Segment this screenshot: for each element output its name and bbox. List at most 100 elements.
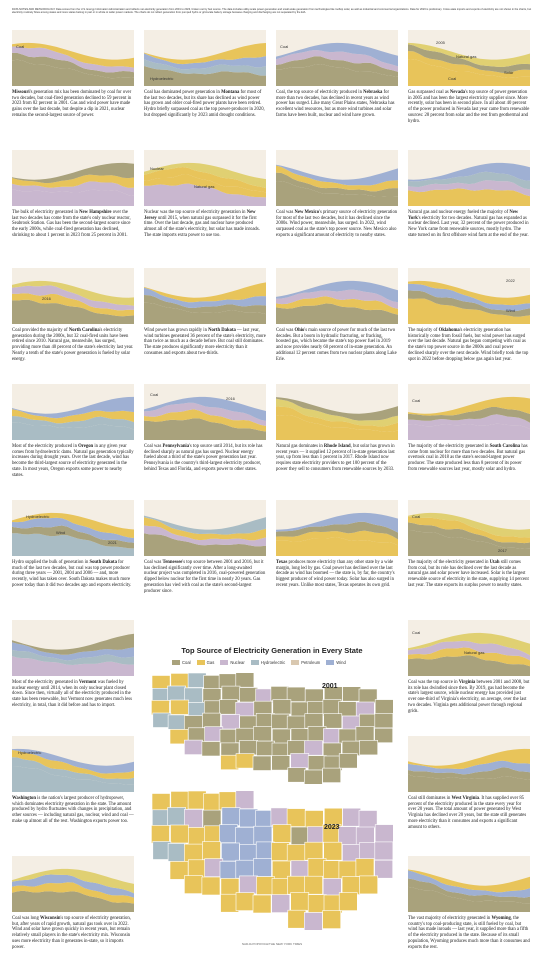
state-caption: Coal provided the majority of North Caro… bbox=[12, 328, 134, 362]
chart-label: 2021 bbox=[108, 540, 117, 545]
area-layer-nuclear bbox=[144, 183, 266, 206]
map-state-tile bbox=[355, 858, 375, 877]
map-state-tile bbox=[287, 909, 307, 929]
area-layer-solar bbox=[12, 280, 134, 306]
area-layer-hydro bbox=[12, 766, 134, 792]
state-generation-chart: 2016 bbox=[12, 268, 134, 324]
map-state-tile bbox=[374, 841, 394, 861]
area-layer-wind bbox=[276, 164, 398, 186]
map-state-tile bbox=[355, 726, 375, 742]
state-name: Oregon bbox=[78, 444, 94, 449]
area-layer-coal bbox=[276, 303, 398, 324]
area-layer-gas bbox=[144, 517, 266, 541]
map-state-tile bbox=[239, 808, 259, 828]
legend-label: Wind bbox=[336, 660, 346, 665]
map-state-tile bbox=[290, 860, 310, 879]
area-layer-gas bbox=[408, 298, 530, 324]
map-state-tile bbox=[304, 912, 323, 930]
area-layer-coal bbox=[276, 172, 398, 197]
area-layer-solar bbox=[408, 42, 530, 67]
state-caption: Natural gas dominates in Rhode Island, b… bbox=[276, 444, 395, 472]
area-layer-nuclear bbox=[408, 414, 530, 430]
area-layer-hydro bbox=[12, 757, 134, 785]
map-state-tile bbox=[323, 841, 343, 861]
state-name: Pennsylvania bbox=[162, 444, 190, 449]
map-state-tile bbox=[151, 825, 170, 844]
area-layer-wind bbox=[12, 396, 134, 419]
map-state-tile bbox=[201, 741, 221, 757]
map-credit: NADJA POPOVICH/THE NEW YORK TIMES bbox=[241, 942, 303, 946]
area-layer-gas bbox=[144, 174, 266, 198]
legend-swatch bbox=[196, 660, 205, 665]
state-generation-chart bbox=[276, 500, 398, 556]
area-layer-wind bbox=[144, 396, 266, 421]
legend-swatch bbox=[172, 660, 180, 665]
state-generation-chart: 2022 Wind bbox=[408, 268, 530, 324]
area-layer-nuclear bbox=[408, 180, 530, 197]
map-state-tile bbox=[167, 843, 187, 862]
map-state-tile bbox=[322, 767, 342, 783]
map-state-tile bbox=[253, 726, 272, 742]
area-layer-gas bbox=[408, 59, 530, 86]
state-name: Vermont bbox=[78, 680, 97, 685]
area-layer-gas bbox=[144, 282, 266, 303]
map-state-tile bbox=[270, 686, 290, 702]
state-generation-chart bbox=[144, 268, 266, 324]
area-layer-coal bbox=[408, 530, 530, 556]
map-state-tile bbox=[239, 740, 258, 756]
map-state-tile bbox=[304, 769, 323, 784]
state-caption: Most of the electricity generated in Ver… bbox=[12, 680, 132, 708]
chart-label: Wind bbox=[56, 530, 66, 535]
area-layer-coal bbox=[12, 890, 134, 912]
area-layer-coal bbox=[144, 302, 266, 324]
map-state-tile bbox=[342, 807, 362, 827]
area-layer-coal bbox=[276, 64, 398, 86]
state-name: South Dakota bbox=[89, 560, 117, 565]
map-state-tile bbox=[270, 807, 290, 827]
chart-label: Hydroelectric bbox=[18, 750, 42, 755]
area-layer-coal bbox=[12, 633, 134, 655]
state-name: Oklahoma bbox=[438, 328, 460, 333]
state-name: Wyoming bbox=[491, 916, 511, 921]
map-state-tile bbox=[304, 841, 324, 861]
state-name: West Virginia bbox=[451, 796, 479, 801]
area-layer-coal bbox=[408, 44, 530, 73]
map-state-tile bbox=[341, 876, 361, 895]
chart-label: Natural gas bbox=[456, 54, 477, 59]
area-layer-nuclear bbox=[12, 181, 134, 196]
state-generation-chart bbox=[12, 384, 134, 440]
chart-label: Coal bbox=[16, 44, 25, 49]
state-name: New York bbox=[408, 210, 519, 221]
map-state-tile bbox=[322, 910, 342, 929]
map-state-tile bbox=[202, 712, 221, 728]
area-layer-hydro bbox=[12, 649, 134, 665]
state-caption: Natural gas and nuclear energy fueled th… bbox=[408, 210, 529, 238]
map-state-tile bbox=[338, 826, 358, 845]
chart-label: 2005 bbox=[436, 40, 445, 45]
state-caption: Coal was Tennessee's top source between … bbox=[144, 560, 266, 594]
chart-label: Hydroelectric bbox=[26, 514, 50, 519]
area-layer-gas bbox=[12, 750, 134, 779]
legend-label: Petroleum bbox=[301, 660, 321, 665]
state-name: Missouri bbox=[12, 90, 30, 95]
area-layer-nuclear bbox=[12, 285, 134, 311]
legend-item: Gas bbox=[196, 660, 214, 665]
area-layer-nuclear bbox=[408, 423, 530, 440]
legend-item: Petroleum bbox=[291, 660, 320, 665]
map-state-tile bbox=[253, 858, 272, 877]
map-state-tile bbox=[170, 699, 189, 715]
chart-label: Coal bbox=[412, 398, 421, 403]
chart-label: Hydroelectric bbox=[150, 76, 174, 81]
state-caption: Coal was New Mexico's primary source of … bbox=[276, 210, 398, 238]
area-layer-wind bbox=[408, 283, 530, 312]
legend-label: Nuclear bbox=[230, 660, 245, 665]
state-caption: The majority of the electricity generate… bbox=[408, 444, 528, 472]
map-state-tile bbox=[221, 714, 240, 730]
state-name: South Carolina bbox=[489, 444, 521, 449]
map-state-tile bbox=[218, 791, 238, 811]
state-name: Texas bbox=[276, 560, 288, 565]
map-state-tile bbox=[272, 824, 292, 843]
area-layer-nuclear bbox=[408, 640, 530, 661]
legend-label: Hydroelectric bbox=[260, 660, 286, 665]
area-layer-solar bbox=[144, 162, 266, 189]
